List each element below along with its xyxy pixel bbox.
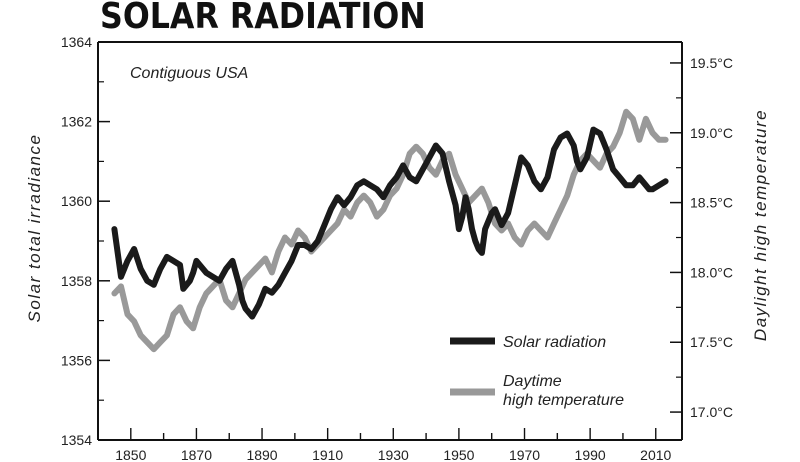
legend: Solar radiation Daytime high temperature — [450, 334, 624, 409]
legend-label-daytime-part-2: high temperature — [503, 392, 624, 409]
left-axis-tick-label: 1358 — [61, 273, 92, 289]
right-axis-tick-label: 18.0°C — [690, 264, 733, 280]
right-axis-tick-label: 18.5°C — [690, 195, 733, 211]
right-axis-tick-label: 17.0°C — [690, 404, 733, 420]
legend-label-daytime-line-2: high temperature — [503, 392, 624, 409]
x-axis-tick-label: 1970 — [509, 447, 540, 462]
left-y-axis: 1354 1356 1358 1360 1362 1364 — [61, 34, 110, 448]
left-axis-tick-label: 1356 — [61, 352, 92, 368]
series-layer — [111, 108, 669, 353]
x-axis-tick-label: 1890 — [246, 447, 277, 462]
x-axis-tick-label: 1990 — [575, 447, 606, 462]
series-line-solar-radiation — [111, 126, 669, 320]
legend-label-daytime-part-1: Daytime — [503, 373, 562, 390]
plot-area-frame — [97, 41, 683, 441]
x-axis-tick-label: 1870 — [181, 447, 212, 462]
left-axis-title: Solar total irradiance — [25, 134, 44, 323]
x-axis-tick-label: 1950 — [443, 447, 474, 462]
right-axis-tick-label: 19.0°C — [690, 125, 733, 141]
x-axis-tick-label: 1930 — [378, 447, 409, 462]
left-axis-tick-label: 1360 — [61, 193, 92, 209]
legend-label-daytime-line-1: Daytime — [503, 373, 562, 390]
right-axis-tick-label: 19.5°C — [690, 55, 733, 71]
x-axis-tick-label: 2010 — [640, 447, 671, 462]
region-annotation: Contiguous USA — [130, 65, 248, 82]
x-axis-tick-label: 1850 — [115, 447, 146, 462]
left-axis-tick-label: 1364 — [61, 34, 92, 50]
x-axis-tick-label: 1910 — [312, 447, 343, 462]
right-y-axis: 17.0°C 17.5°C 18.0°C 18.5°C 19.0°C 19.5°C — [670, 55, 733, 420]
chart-title: SOLAR RADIATION — [100, 0, 426, 37]
right-axis-tick-label: 17.5°C — [690, 334, 733, 350]
right-axis-title: Daylight high temperature — [751, 109, 770, 341]
legend-label-solar-radiation: Solar radiation — [503, 334, 606, 351]
x-axis: 1850 1870 1890 1910 1930 1950 1970 1990 2010 — [115, 428, 672, 462]
left-axis-tick-label: 1354 — [61, 432, 92, 448]
series-line-daytime-high-temperature — [111, 108, 669, 353]
left-axis-tick-label: 1362 — [61, 114, 92, 130]
